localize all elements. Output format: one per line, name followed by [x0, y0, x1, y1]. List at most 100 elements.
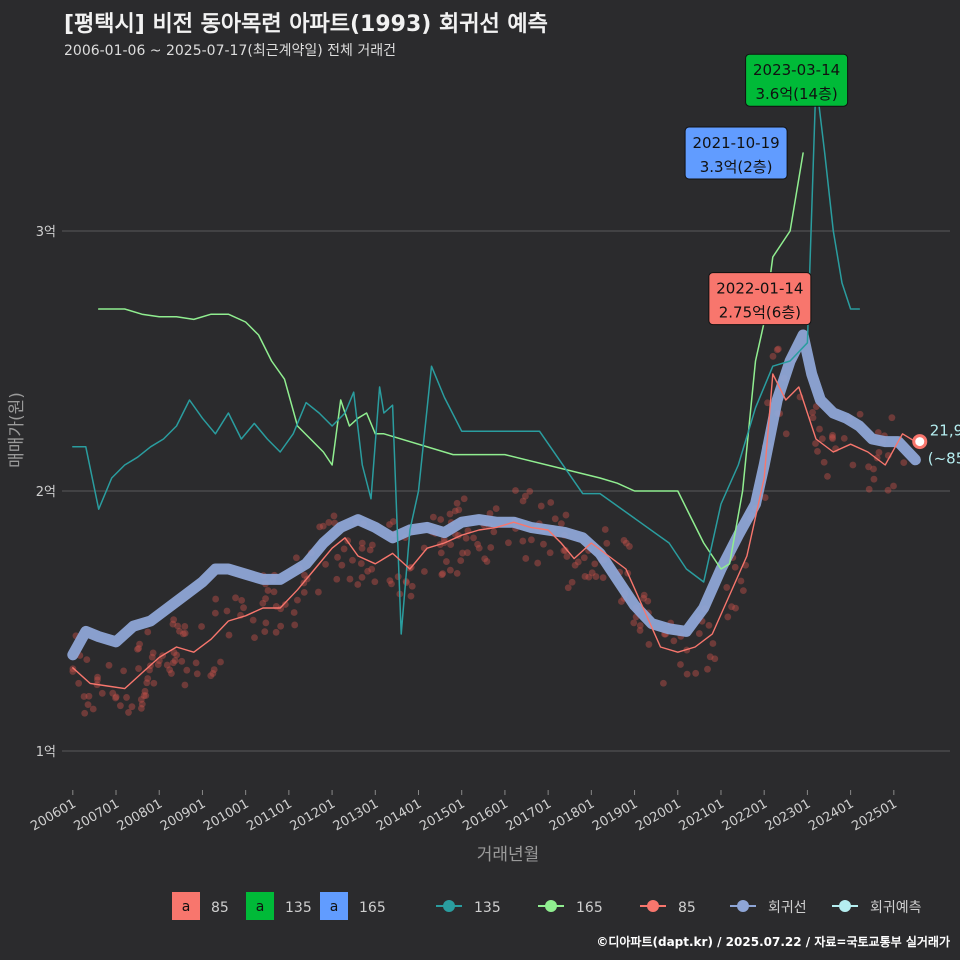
x-tick-label: 202501	[849, 796, 899, 834]
legend-line-label: 회귀선	[768, 900, 807, 916]
x-tick-label: 202201	[720, 796, 770, 834]
scatter-point	[460, 495, 468, 503]
scatter-point	[163, 661, 171, 669]
scatter-point	[761, 494, 769, 501]
scatter-point	[181, 623, 189, 630]
scatter-point	[134, 645, 141, 653]
scatter-point	[585, 573, 593, 581]
scatter-point	[580, 554, 588, 562]
scatter-point	[322, 560, 329, 568]
scatter-point	[403, 579, 410, 587]
legend-area-swatch	[320, 892, 348, 920]
legend-area-key: a	[182, 899, 191, 915]
scatter-point	[294, 596, 301, 604]
scatter-point	[870, 475, 878, 483]
scatter-point	[561, 546, 569, 554]
scatter-point	[481, 555, 489, 563]
x-tick-label: 201301	[331, 796, 381, 834]
scatter-point	[470, 534, 477, 542]
scatter-point	[94, 673, 101, 681]
scatter-point	[371, 578, 379, 586]
scatter-point	[564, 584, 572, 592]
scatter-point	[732, 604, 739, 612]
scatter-point	[357, 560, 365, 567]
scatter-point	[223, 607, 231, 615]
scatter-point	[192, 659, 200, 667]
x-tick-label: 201001	[201, 796, 251, 834]
scatter-point	[178, 657, 186, 665]
scatter-point	[527, 536, 535, 544]
scatter-point	[225, 631, 233, 639]
annotation-date: 2022-01-14	[716, 280, 803, 298]
series-line-type85	[72, 373, 917, 690]
scatter-point	[677, 661, 684, 668]
scatter-point	[368, 541, 376, 549]
scatter-point	[386, 577, 394, 584]
scatter-point	[829, 431, 836, 439]
scatter-point	[277, 605, 285, 613]
scatter-point	[534, 559, 542, 567]
scatter-point	[128, 703, 136, 711]
page-subtitle: 2006-01-06 ~ 2025-07-17(최근계약일) 전체 거래건	[64, 43, 396, 59]
scatter-point	[588, 569, 596, 577]
scatter-point	[874, 429, 882, 436]
scatter-point	[338, 561, 346, 569]
scatter-point	[316, 523, 324, 531]
scatter-point	[168, 670, 175, 677]
scatter-point	[551, 515, 559, 523]
x-tick-label: 201901	[590, 796, 640, 834]
scatter-point	[603, 539, 611, 547]
scatter-point	[519, 497, 527, 505]
annotation-date: 2021-10-19	[693, 134, 780, 152]
scatter-point	[388, 580, 395, 588]
scatter-point	[446, 566, 454, 574]
scatter-point	[455, 506, 463, 514]
lines-layer	[67, 79, 921, 690]
scatter-point	[764, 399, 771, 407]
scatter-point	[232, 594, 239, 602]
scatter-point	[462, 534, 470, 542]
scatter-point	[358, 544, 366, 552]
x-tick-label: 201801	[547, 796, 597, 834]
scatter-point	[437, 516, 445, 523]
legend-line-label: 135	[474, 900, 501, 916]
scatter-point	[89, 705, 97, 713]
scatter-point	[154, 661, 162, 669]
scatter-point	[875, 448, 883, 456]
scatter-point	[261, 628, 269, 636]
scatter-point	[519, 537, 527, 545]
scatter-point	[856, 410, 864, 418]
scatter-point	[179, 630, 187, 638]
scatter-point	[737, 577, 745, 585]
scatter-point	[739, 587, 747, 595]
scatter-point	[125, 709, 132, 716]
scatter-point	[138, 700, 146, 708]
legend-area-key: a	[256, 899, 265, 915]
scatter-point	[581, 573, 589, 580]
legend-line-label: 165	[576, 900, 603, 916]
scatter-point	[557, 520, 565, 527]
scatter-point	[546, 549, 554, 557]
scatter-point	[562, 511, 570, 519]
scatter-point	[301, 571, 308, 579]
x-tick-label: 201101	[244, 796, 294, 834]
scatter-point	[251, 634, 258, 642]
scatter-point	[439, 570, 447, 578]
scatter-point	[340, 545, 348, 553]
scatter-point	[173, 651, 181, 659]
scatter-point	[820, 458, 828, 466]
scatter-point	[94, 676, 101, 684]
scatter-point	[386, 521, 393, 528]
scatter-point	[346, 575, 354, 583]
scatter-point	[137, 696, 145, 703]
scatter-point	[865, 485, 873, 493]
scatter-point	[865, 463, 872, 471]
scatter-point	[169, 659, 177, 667]
scatter-point	[463, 549, 471, 557]
annotation-layer: 2023-03-14 3.6억(14층) 2021-10-19 3.3억(2층) 202…	[684, 53, 960, 468]
x-tick-label: 201201	[288, 796, 338, 834]
scatter-point	[135, 665, 142, 672]
scatter-point	[526, 488, 534, 495]
scatter-point	[849, 461, 857, 469]
scatter-point	[809, 414, 817, 422]
